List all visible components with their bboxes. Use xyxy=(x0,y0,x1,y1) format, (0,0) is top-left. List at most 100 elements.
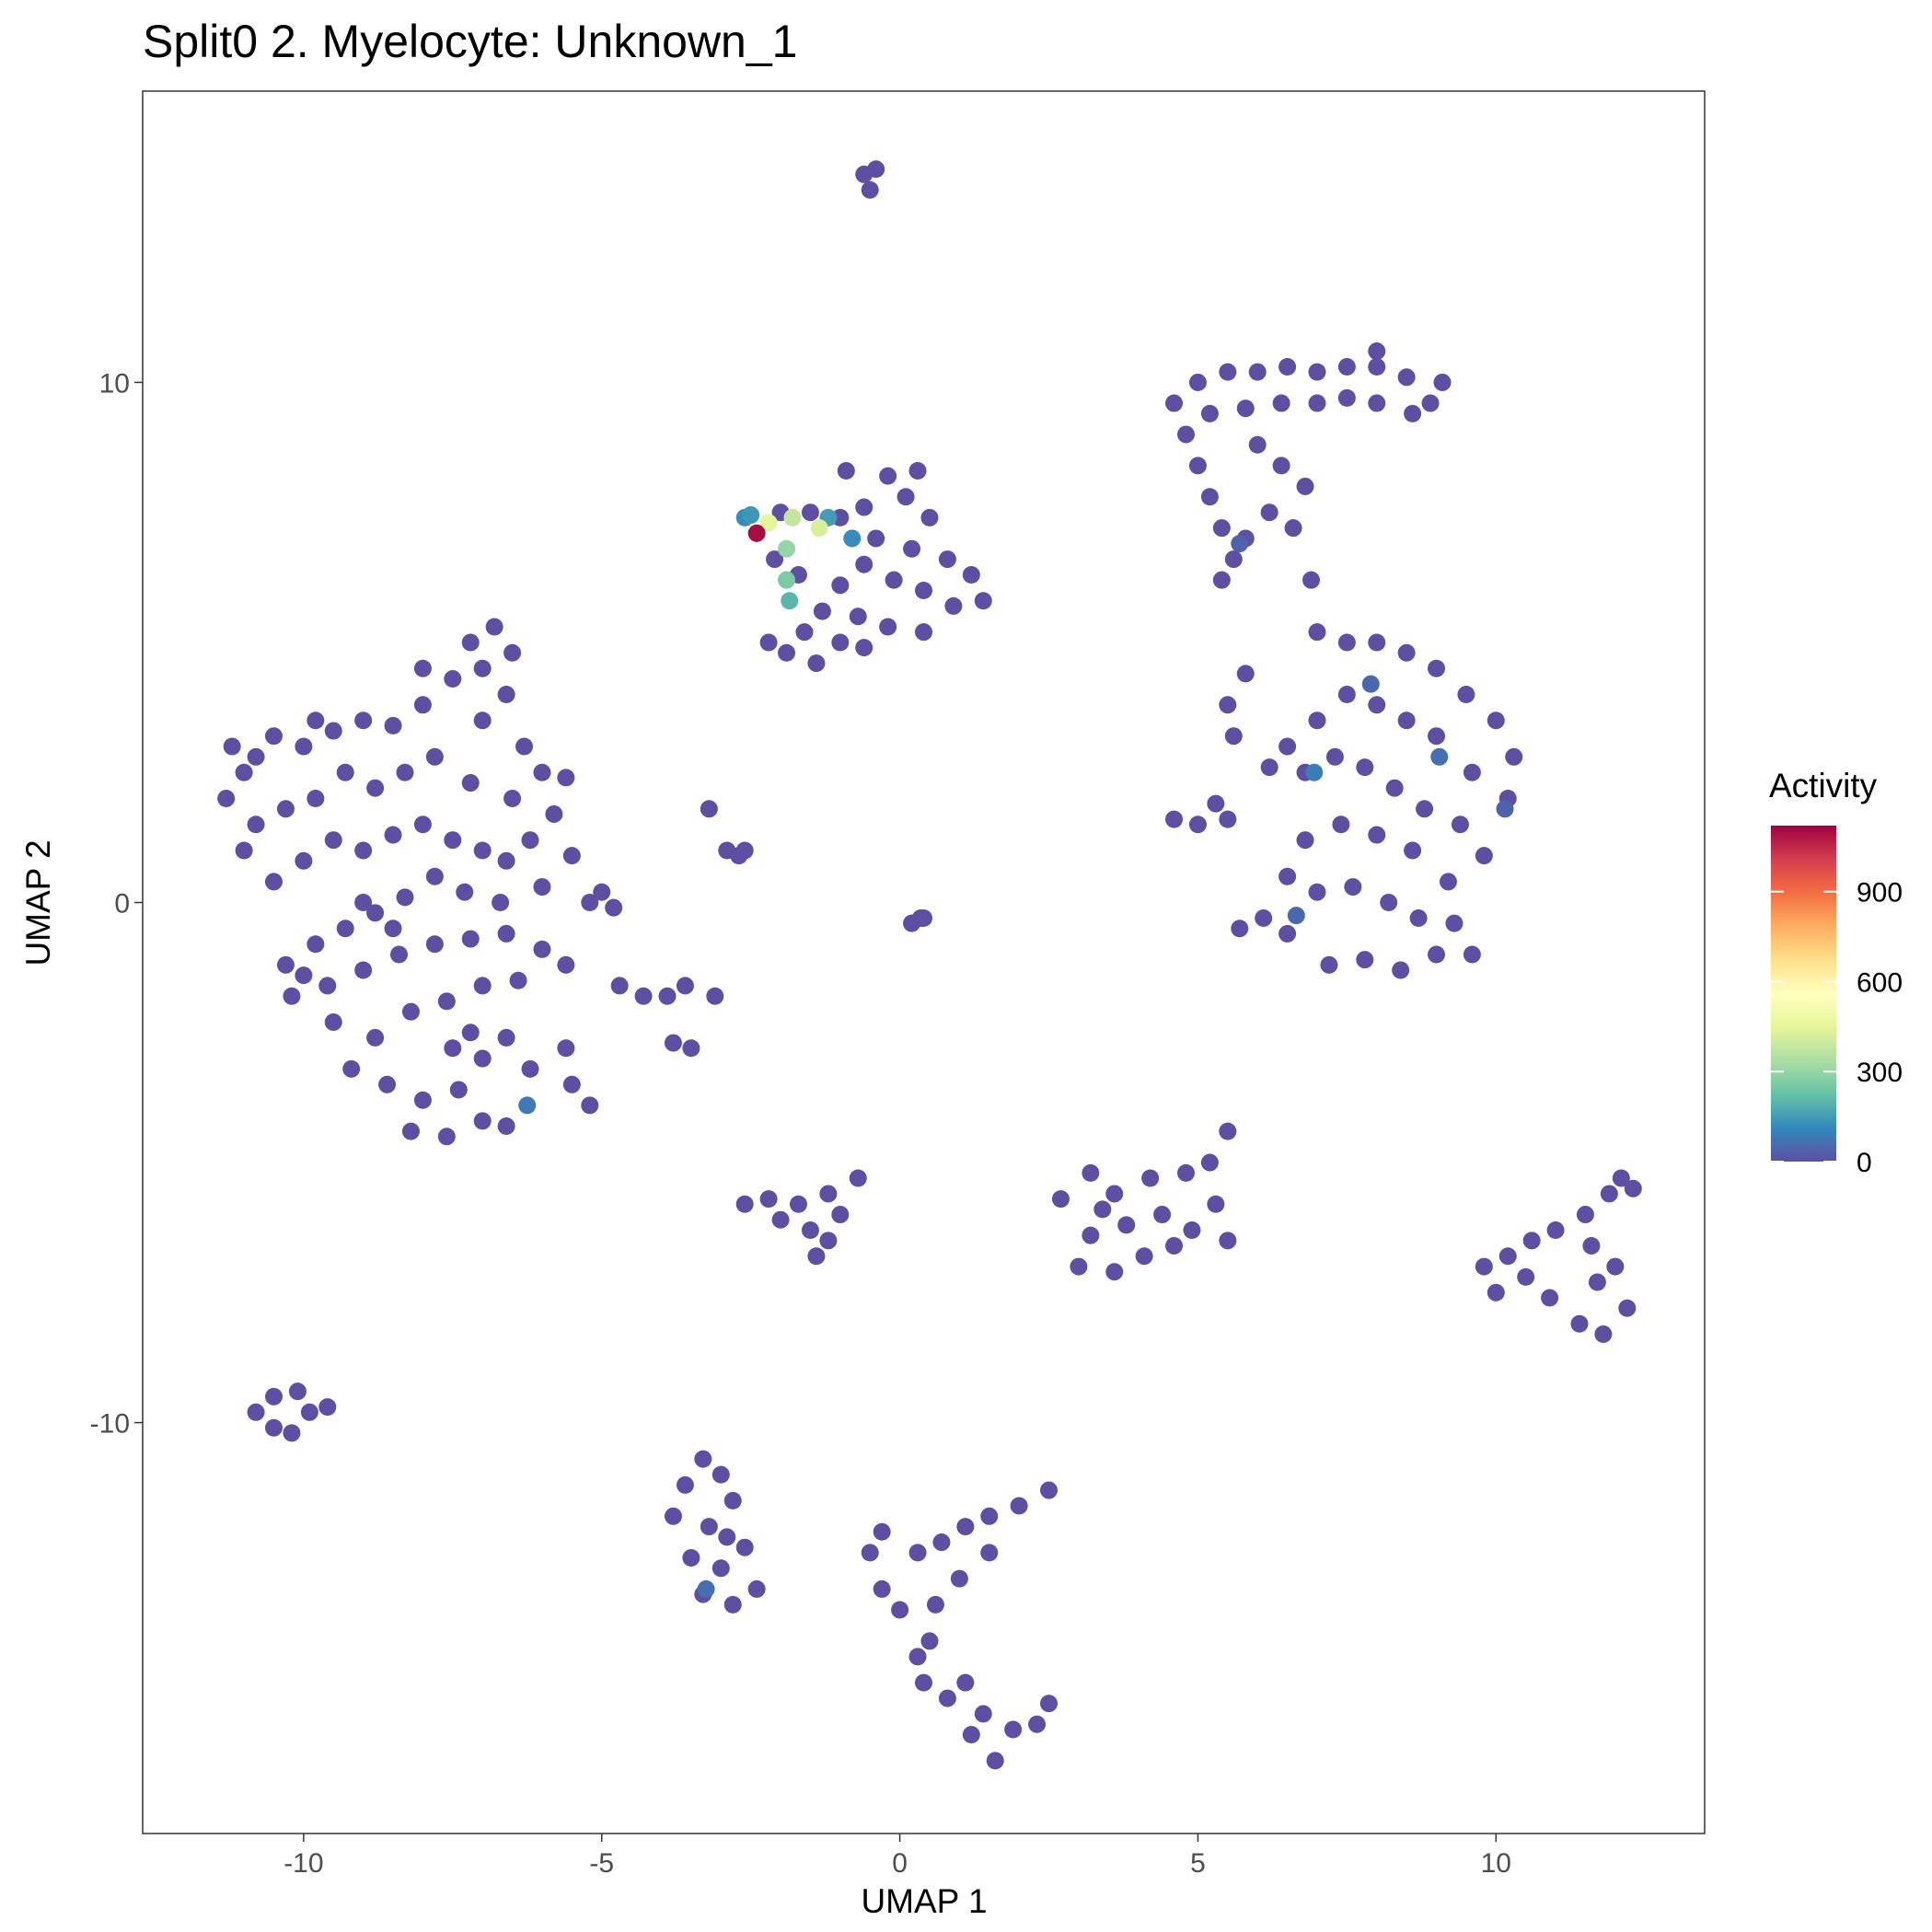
point xyxy=(461,633,480,652)
point xyxy=(682,1549,700,1568)
y-tick-label: 0 xyxy=(114,889,130,920)
panel-border xyxy=(142,90,1706,1834)
point xyxy=(264,1418,283,1437)
point xyxy=(533,940,551,958)
point xyxy=(1165,810,1184,828)
y-axis-title: UMAP 2 xyxy=(19,839,57,966)
point xyxy=(581,894,599,912)
point xyxy=(295,851,313,870)
point xyxy=(915,908,932,927)
point xyxy=(700,1518,718,1536)
point xyxy=(1475,1257,1493,1276)
point xyxy=(521,831,539,850)
point xyxy=(1236,665,1255,683)
point xyxy=(819,1185,838,1203)
point xyxy=(771,1210,790,1229)
point xyxy=(1433,373,1452,391)
point xyxy=(1117,1216,1136,1234)
point xyxy=(444,1039,462,1058)
point xyxy=(533,763,551,781)
point xyxy=(300,1403,318,1421)
point xyxy=(366,1028,385,1047)
point xyxy=(723,1491,742,1510)
point xyxy=(1219,1232,1237,1250)
point xyxy=(1219,363,1237,381)
point xyxy=(891,1601,909,1619)
point xyxy=(1385,779,1404,797)
x-tick-label: -5 xyxy=(589,1848,614,1879)
point xyxy=(557,1039,575,1058)
point xyxy=(1296,831,1314,850)
point xyxy=(497,685,515,703)
point xyxy=(473,841,492,860)
point xyxy=(1463,945,1481,964)
point xyxy=(461,930,480,948)
point xyxy=(264,727,283,746)
point xyxy=(1487,1283,1505,1301)
point xyxy=(515,737,534,756)
point xyxy=(1260,758,1278,777)
point xyxy=(664,1034,682,1052)
point xyxy=(1284,519,1302,538)
point xyxy=(307,711,325,730)
point xyxy=(1463,763,1481,781)
point xyxy=(706,987,724,1005)
point xyxy=(1368,826,1386,844)
point xyxy=(795,623,814,642)
point xyxy=(545,804,563,823)
point xyxy=(473,1049,492,1068)
point xyxy=(1200,488,1219,506)
point xyxy=(324,1012,342,1031)
point xyxy=(1070,1257,1088,1276)
x-axis-title: UMAP 1 xyxy=(861,1882,987,1920)
point xyxy=(1421,394,1440,412)
point xyxy=(1105,1185,1124,1203)
point xyxy=(742,506,760,525)
point xyxy=(1368,342,1386,361)
point xyxy=(1576,1206,1594,1224)
point xyxy=(711,1559,730,1578)
colorbar-tick-label: 900 xyxy=(1857,878,1903,908)
point xyxy=(401,1002,420,1021)
point xyxy=(1165,1236,1184,1255)
point xyxy=(1445,914,1463,932)
point xyxy=(1397,368,1416,387)
point xyxy=(1344,878,1362,897)
point xyxy=(778,643,796,662)
point xyxy=(384,920,402,938)
point xyxy=(1409,908,1428,927)
point xyxy=(1397,711,1416,730)
point xyxy=(342,1059,361,1078)
point xyxy=(473,711,492,730)
point xyxy=(1082,1226,1100,1244)
point xyxy=(676,1475,694,1494)
point xyxy=(1010,1497,1028,1515)
point xyxy=(1308,711,1326,730)
x-tick-label: -10 xyxy=(283,1848,323,1879)
point xyxy=(605,898,623,917)
point xyxy=(1272,457,1290,475)
point xyxy=(1505,747,1523,766)
point xyxy=(1248,363,1267,381)
point xyxy=(437,1128,456,1146)
point xyxy=(778,571,796,589)
x-tick-label: 5 xyxy=(1190,1848,1206,1879)
point xyxy=(1570,1314,1589,1333)
point xyxy=(354,841,373,860)
point xyxy=(658,987,677,1005)
point xyxy=(1430,747,1449,766)
point xyxy=(1368,696,1386,714)
point xyxy=(879,618,897,636)
point xyxy=(1588,1273,1606,1291)
point xyxy=(1188,373,1207,391)
point xyxy=(843,529,862,548)
point xyxy=(849,1169,867,1187)
point xyxy=(461,774,480,792)
point xyxy=(1153,1206,1172,1224)
point xyxy=(1368,633,1386,652)
x-tick-label: 10 xyxy=(1481,1848,1511,1879)
point xyxy=(807,1247,826,1266)
point xyxy=(1278,357,1297,376)
point xyxy=(1308,883,1326,901)
point xyxy=(810,519,828,538)
